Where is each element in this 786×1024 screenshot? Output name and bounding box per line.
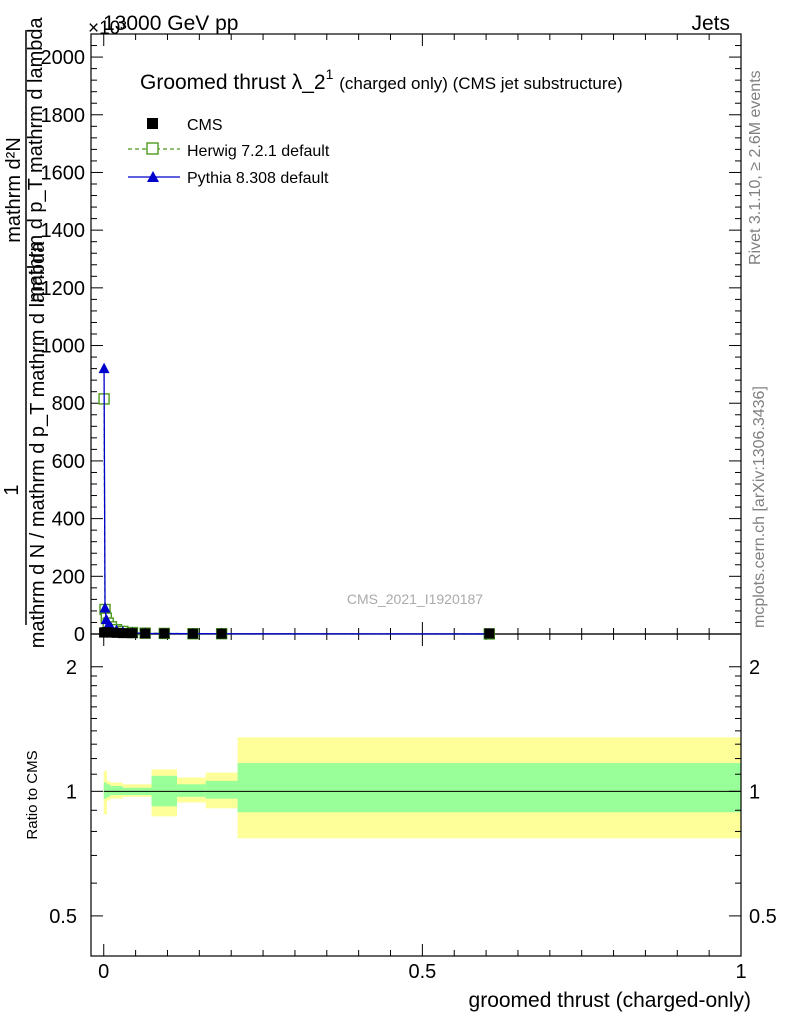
ratio-band-inner [237, 763, 741, 813]
y-tick-label: 1200 [41, 278, 86, 300]
x-tick-label: 1 [735, 961, 746, 983]
main-y-label-top: mathrm d²N [3, 137, 25, 243]
ratio-band-inner [205, 780, 238, 799]
x-axis-label: groomed thrust (charged-only) [469, 989, 751, 1012]
cms-point [111, 627, 122, 638]
main-y-label-mid: mathrm d p_T mathrm d lambda [25, 16, 47, 302]
axis-ticks: 0 200 400 600 800 1000 1200 1400 1600 1800 2000 0 0.… [41, 34, 777, 983]
pythia-point [98, 362, 110, 374]
plot-title: Groomed thrust λ_21 (charged only) (CMS … [140, 61, 623, 94]
cms-point [159, 628, 170, 639]
y-tick-label: 400 [52, 509, 85, 531]
y-tick-label: 2000 [41, 47, 86, 69]
mcplots-label: mcplots.cern.ch [arXiv:1306.3436] [751, 386, 768, 628]
cms-point [140, 628, 151, 639]
y-tick-label: 1800 [41, 105, 86, 127]
plot-title-main: Groomed thrust λ_2 [140, 71, 326, 94]
ratio-bands [103, 737, 741, 839]
legend-herwig-label: Herwig 7.2.1 default [187, 143, 330, 160]
ratio-y-tick-label-right: 0.5 [749, 906, 777, 928]
cms-point [127, 628, 138, 639]
cms-point [106, 627, 117, 638]
y-tick-label: 200 [52, 566, 85, 588]
ratio-band-inner [177, 784, 206, 797]
y-tick-label: 1400 [41, 220, 86, 242]
cms-point [484, 628, 495, 639]
ratio-y-tick-label: 2 [66, 657, 77, 679]
rivet-label: Rivet 3.1.10, ≥ 2.6M events [747, 70, 764, 265]
legend: CMS Herwig 7.2.1 default Pythia 8.308 de… [128, 117, 330, 187]
x-tick-label: 0.5 [408, 961, 436, 983]
ratio-y-label: Ratio to CMS [24, 750, 41, 839]
data-series [98, 362, 495, 640]
jets-label: Jets [691, 12, 730, 35]
main-y-label-den: mathrm d N / mathrm d p_T mathrm d lambd… [27, 241, 49, 648]
cms-point [216, 628, 227, 639]
ratio-band-inner [110, 786, 123, 795]
main-y-label-num: 1 [1, 484, 23, 495]
ratio-y-tick-label-right: 2 [749, 657, 760, 679]
y-tick-label: 600 [52, 451, 85, 473]
main-y-label: mathrm d²N mathrm d p_T mathrm d lambda … [1, 16, 49, 648]
y-tick-label: 800 [52, 393, 85, 415]
legend-pythia-marker [147, 171, 159, 182]
legend-cms-label: CMS [187, 117, 223, 134]
cms-point [187, 628, 198, 639]
ratio-band-inner [103, 782, 107, 799]
y-tick-label: 1600 [41, 162, 86, 184]
ratio-y-tick-label: 0.5 [49, 906, 77, 928]
energy-label: 13000 GeV pp [103, 12, 238, 35]
ratio-y-tick-label: 1 [66, 781, 77, 803]
legend-cms-marker [147, 118, 158, 129]
plot-title-note: (charged only) (CMS jet substructure) [339, 74, 622, 93]
ratio-y-tick-label-right: 1 [749, 781, 760, 803]
pythia-point [99, 602, 111, 613]
legend-pythia-label: Pythia 8.308 default [187, 170, 329, 187]
y-multiplier-label: ×10³ [88, 18, 127, 39]
cms-point [117, 628, 128, 639]
y-tick-label: 1000 [41, 336, 86, 358]
ratio-band-inner [106, 784, 111, 797]
y-tick-label: 0 [74, 624, 85, 646]
x-tick-label: 0 [98, 961, 109, 983]
legend-herwig-marker [146, 142, 159, 155]
analysis-watermark: CMS_2021_I1920187 [347, 591, 483, 607]
plot-title-sup: 1 [326, 66, 334, 82]
